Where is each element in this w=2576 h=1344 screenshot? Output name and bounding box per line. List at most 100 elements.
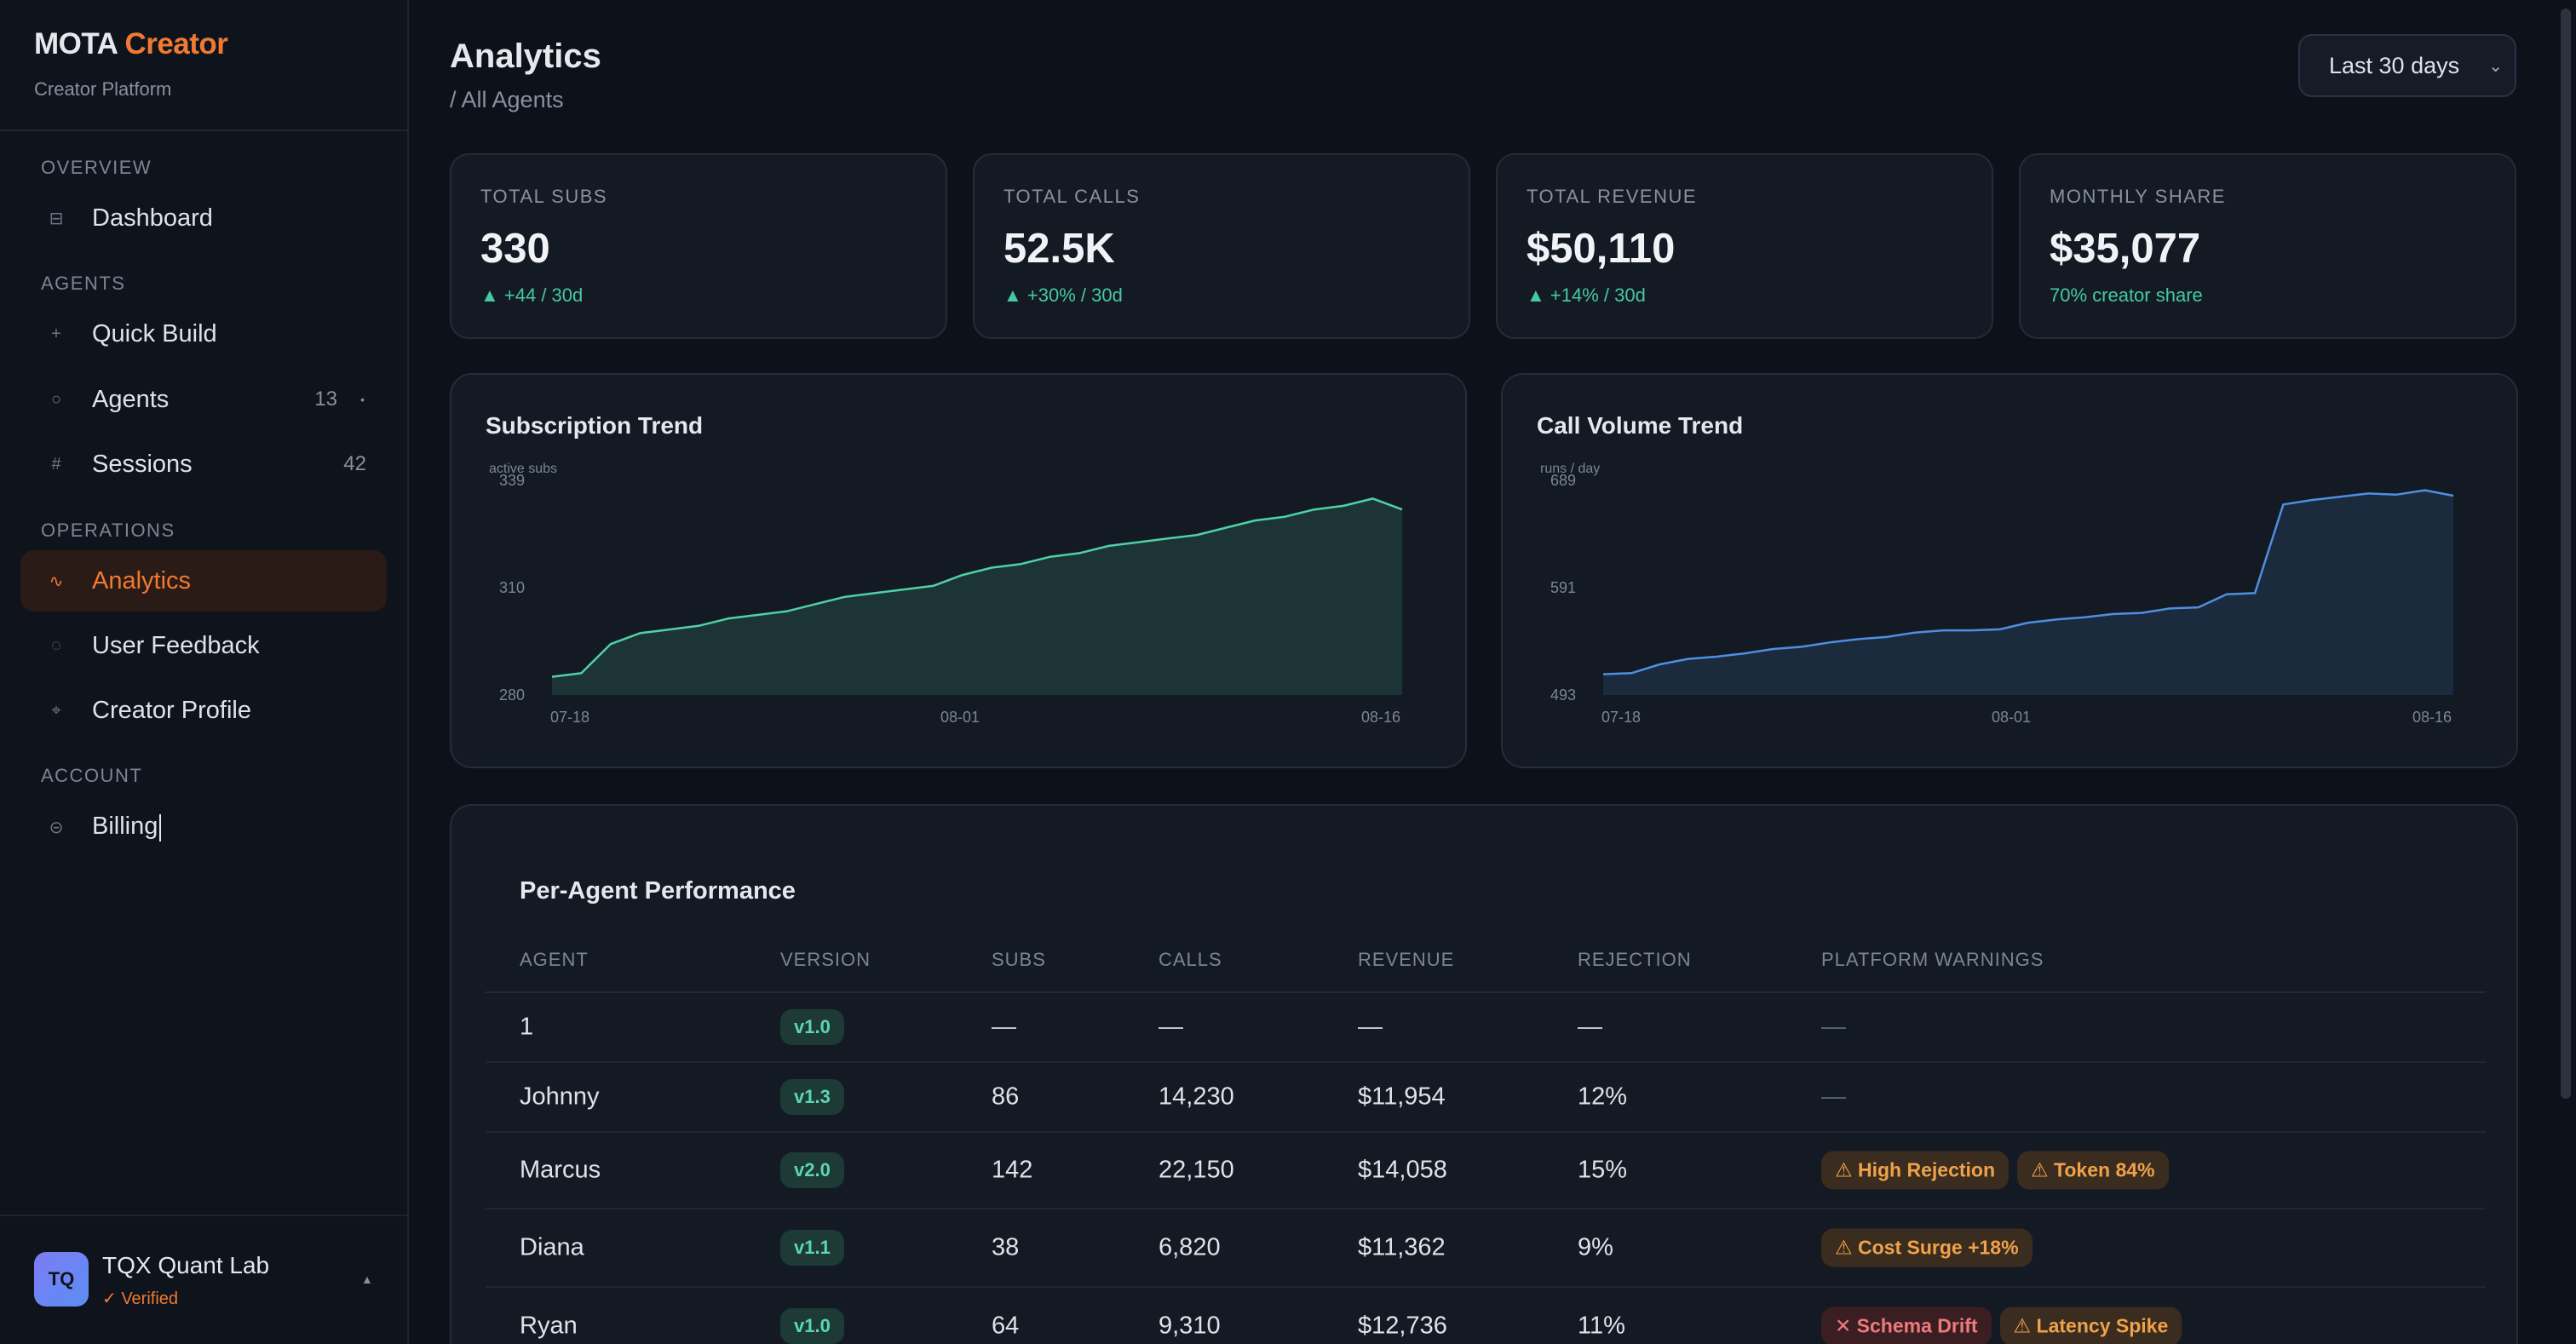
agent-name[interactable]: Diana [520,1233,584,1261]
calls-cell: 6,820 [1159,1233,1221,1261]
sidebar-item-analytics[interactable]: ∿ Analytics [20,550,387,612]
col-header-calls[interactable]: CALLS [1159,949,1222,970]
chart-ylabel: runs / day [1540,462,1601,476]
breadcrumb: / All Agents [450,87,564,112]
account-switcher[interactable]: TQ TQX Quant Lab ✓ Verified ▲ [0,1215,407,1344]
warning-badge-schema-drift[interactable]: ✕ Schema Drift [1821,1307,1992,1344]
table-header-divider [486,991,2486,993]
kpi-total-subs: TOTAL SUBS 330 ▲ +44 / 30d [450,153,947,339]
table-row[interactable]: Marcus v2.0 142 22,150 $14,058 15% ⚠ Hig… [486,1133,2486,1209]
expand-dot-icon[interactable]: • [360,393,365,406]
x-tick-label: 08-16 [1361,709,1400,726]
sidebar-divider [0,129,407,131]
chart-title: Call Volume Trend [1537,412,1744,439]
kpi-value: $50,110 [1527,226,1676,272]
sidebar-item-agents[interactable]: ○ Agents 13 • [20,369,387,430]
trend-icon: ∿ [49,571,64,591]
kpi-total-calls: TOTAL CALLS 52.5K ▲ +30% / 30d [973,153,1470,339]
sidebar-item-sessions[interactable]: # Sessions 42 [20,434,387,495]
rejection-cell: 9% [1578,1233,1613,1261]
version-badge: v1.1 [780,1230,844,1266]
page-title: Analytics [450,37,601,75]
x-tick-label: 08-16 [2412,709,2452,726]
section-overview: OVERVIEW [41,157,152,178]
x-tick-label: 07-18 [550,709,589,726]
kpi-value: 330 [480,226,550,272]
subscription-trend-card: Subscription Trend active subs 339 310 280… [450,373,1467,768]
subs-cell: 38 [992,1233,1020,1261]
col-header-revenue[interactable]: REVENUE [1358,949,1455,970]
version-cell: v1.0 [780,1009,844,1045]
version-badge: v1.3 [780,1079,844,1115]
y-tick-label: 689 [1550,472,1576,489]
version-badge: v1.0 [780,1009,844,1045]
col-header-warnings[interactable]: PLATFORM WARNINGS [1821,949,2044,970]
rejection-cell: 15% [1578,1156,1628,1184]
version-cell: v2.0 [780,1152,844,1188]
series-line [1602,489,2454,675]
sidebar-item-creator-profile[interactable]: ⌖ Creator Profile [20,680,387,741]
table-row[interactable]: Johnny v1.3 86 14,230 $11,954 12% — [486,1063,2486,1133]
call-volume-trend-chart: 689 591 493 07-18 08-01 08-16 [1550,472,2454,726]
sidebar-item-user-feedback[interactable]: ◌ User Feedback [20,615,387,676]
revenue-cell: $14,058 [1358,1156,1447,1184]
table-row[interactable]: Ryan v1.0 64 9,310 $12,736 11% ✕ Schema … [486,1288,2486,1344]
agent-name[interactable]: Ryan [520,1312,578,1340]
warnings-empty: — [1821,1083,1846,1111]
agent-name[interactable]: Johnny [520,1083,600,1111]
brand-name: MOTA [34,27,118,60]
table-row[interactable]: 1 v1.0 — — — — — [486,993,2486,1063]
brand-subtitle: Creator Platform [34,78,172,100]
section-operations: OPERATIONS [41,520,175,541]
col-header-version[interactable]: VERSION [780,949,871,970]
sidebar-item-label: Creator Profile [92,696,251,724]
sessions-count: 42 [343,452,366,475]
warnings-cell: ✕ Schema Drift ⚠ Latency Spike [1821,1307,2182,1344]
plus-icon: + [51,324,61,343]
sidebar-item-quick-build[interactable]: + Quick Build [20,303,387,365]
version-badge: v1.0 [780,1308,844,1344]
grid-icon: ⊟ [49,209,64,228]
calls-cell: 22,150 [1159,1156,1234,1184]
chevron-up-icon[interactable]: ▲ [361,1272,373,1286]
warning-badge-latency-spike[interactable]: ⚠ Latency Spike [1999,1307,2182,1344]
warning-badge-cost-surge[interactable]: ⚠ Cost Surge +18% [1821,1228,2033,1267]
date-range-select[interactable]: Last 30 days ⌄ [2298,34,2516,97]
col-header-agent[interactable]: AGENT [520,949,589,970]
subscription-trend-chart: 339 310 280 07-18 08-01 08-16 [499,472,1403,726]
warning-badge-high-rejection[interactable]: ⚠ High Rejection [1821,1151,2010,1190]
col-header-rejection[interactable]: REJECTION [1578,949,1692,970]
calls-cell: — [1159,1013,1183,1041]
sidebar-item-label: Billing [92,813,162,841]
page-scrollbar[interactable] [2561,9,2571,1099]
sidebar-item-label: Dashboard [92,204,213,232]
agents-count: 13 [314,388,337,411]
kpi-label: TOTAL REVENUE [1527,186,1698,207]
warning-badge-token[interactable]: ⚠ Token 84% [2017,1151,2169,1190]
section-agents: AGENTS [41,273,126,294]
x-tick-label: 08-01 [940,709,980,726]
sidebar-item-label: User Feedback [92,631,260,659]
call-volume-trend-card: Call Volume Trend runs / day 689 591 493 07… [1501,373,2518,768]
agent-name[interactable]: 1 [520,1013,534,1041]
subs-cell: — [992,1013,1016,1041]
kpi-label: TOTAL CALLS [1003,186,1141,207]
calls-cell: 14,230 [1159,1083,1234,1111]
brand-logo[interactable]: MOTA Creator [34,27,228,61]
org-name: TQX Quant Lab [102,1252,270,1278]
rejection-cell: 12% [1578,1083,1628,1111]
circle-icon: ○ [50,389,62,409]
col-header-subs[interactable]: SUBS [992,949,1046,970]
profile-icon: ⌖ [51,700,61,720]
agent-name[interactable]: Marcus [520,1156,601,1184]
hash-icon: # [51,454,61,474]
version-badge: v2.0 [780,1152,844,1188]
kpi-label: TOTAL SUBS [480,186,608,207]
sidebar-item-billing[interactable]: ⊝ Billing [20,796,387,858]
revenue-cell: — [1358,1013,1383,1041]
version-cell: v1.1 [780,1230,844,1266]
sidebar-item-dashboard[interactable]: ⊟ Dashboard [20,187,387,249]
version-cell: v1.3 [780,1079,844,1115]
table-row[interactable]: Diana v1.1 38 6,820 $11,362 9% ⚠ Cost Su… [486,1209,2486,1288]
